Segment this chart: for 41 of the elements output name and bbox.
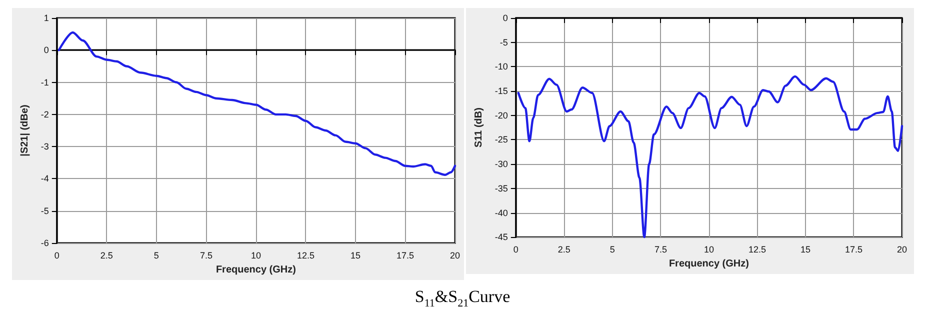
y-axis-title: S11 (dB)	[474, 108, 484, 148]
y-axis-title: |S21| (dBe)	[20, 104, 30, 156]
x-tick-label: 0	[54, 250, 60, 260]
x-tick-label: 12.5	[748, 244, 766, 255]
x-tick-label: 5	[610, 244, 615, 255]
y-tick-label: -30	[494, 159, 508, 170]
y-tick-label: -5	[40, 206, 49, 216]
y-tick-label: -3	[40, 142, 49, 152]
x-tick-label: 20	[896, 244, 908, 255]
y-tick-label: -45	[494, 232, 508, 242]
x-tick-label: 2.5	[558, 244, 570, 255]
x-tick-label: 10	[704, 244, 714, 255]
y-tick-label: -15	[494, 86, 508, 96]
x-tick-label: 17.5	[396, 250, 414, 260]
x-tick-label: 2.5	[100, 250, 113, 260]
x-axis-title: Frequency (GHz)	[668, 258, 749, 270]
y-tick-label: -2	[40, 109, 49, 120]
y-tick-label: -6	[40, 238, 49, 248]
y-tick-label: 1	[44, 13, 49, 23]
x-tick-label: 15	[800, 244, 810, 255]
y-tick-label: -25	[494, 134, 508, 145]
x-tick-label: 7.5	[654, 244, 667, 255]
x-tick-label: 5	[154, 250, 159, 260]
text: S$_{11}$&S$_{21}$Curve	[414, 287, 512, 310]
y-tick-label: -1	[40, 77, 49, 88]
y-tick-label: -40	[494, 208, 508, 218]
y-tick-label: -5	[500, 37, 508, 48]
y-tick-label: -4	[40, 174, 49, 184]
y-tick-label: 0	[44, 45, 49, 56]
x-tick-label: 12.5	[296, 250, 314, 260]
x-tick-label: 10	[250, 250, 261, 260]
y-tick-label: -10	[494, 62, 508, 72]
x-tick-label: 17.5	[844, 244, 863, 255]
x-axis-title: Frequency (GHz)	[216, 264, 296, 276]
y-tick-label: -35	[494, 183, 508, 194]
x-tick-label: 0	[513, 244, 518, 255]
y-tick-label: -20	[494, 110, 508, 120]
x-tick-label: 15	[350, 250, 360, 260]
x-tick-label: 20	[450, 250, 460, 260]
x-tick-label: 7.5	[200, 250, 212, 260]
y-tick-label: 0	[502, 13, 508, 23]
